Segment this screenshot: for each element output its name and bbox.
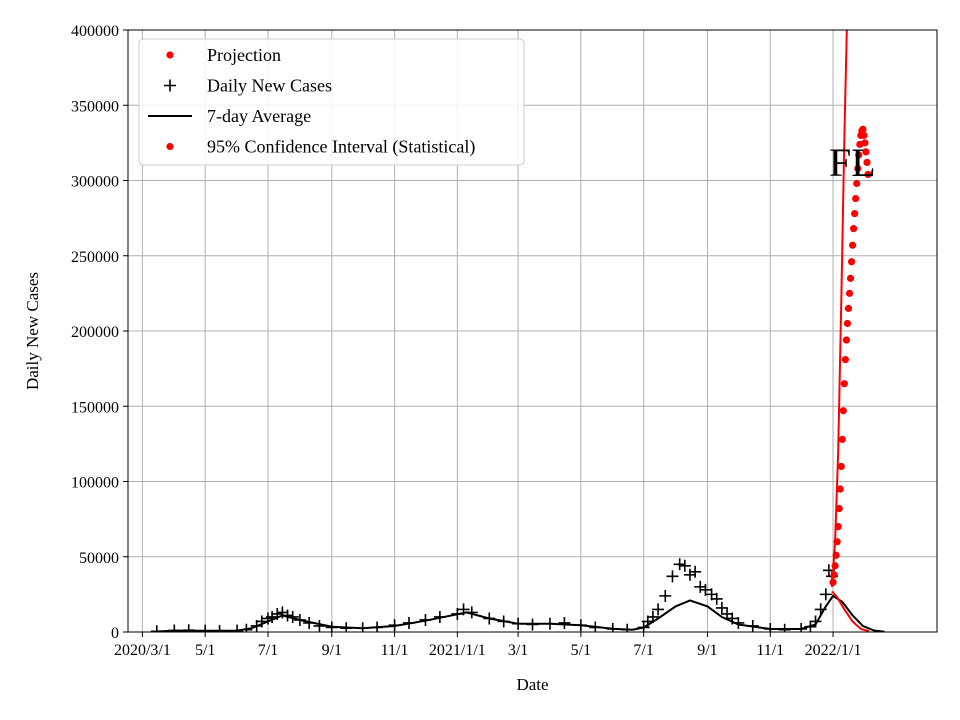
series-layer	[150, 30, 885, 632]
95-confidence-interval-statistical-marker	[834, 523, 842, 531]
95-confidence-interval-statistical-marker	[843, 319, 852, 328]
95-confidence-interval-statistical-marker	[852, 194, 860, 203]
daily-new-cases-marker	[694, 580, 707, 593]
legend-box	[138, 38, 525, 166]
x-tick-label: 2020/3/1	[114, 642, 171, 659]
legend: Projection Daily New Cases 7-day Average 95…	[138, 38, 525, 166]
x-tick-label: 7/1	[633, 642, 653, 659]
y-tick-label: 250000	[71, 249, 119, 266]
daily-new-cases-marker	[819, 588, 832, 601]
x-tick-label: 9/1	[697, 642, 717, 659]
daily-new-cases-marker	[710, 592, 723, 605]
95-confidence-interval-statistical-marker	[862, 148, 870, 156]
x-tick-label: 5/1	[571, 642, 591, 659]
daily-new-cases-marker	[678, 559, 691, 572]
95-confidence-interval-statistical-marker	[835, 504, 843, 513]
daily-new-cases-marker	[659, 589, 672, 602]
95-confidence-interval-statistical-marker	[844, 304, 853, 313]
7-day-average-line	[156, 594, 885, 632]
95-confidence-interval-statistical-marker	[831, 562, 839, 570]
x-tick-label: 11/1	[381, 642, 409, 659]
95-confidence-interval-statistical-marker	[836, 485, 844, 493]
daily-new-cases-marker	[715, 601, 728, 614]
y-tick-label: 200000	[71, 324, 119, 341]
daily-new-cases-marker	[558, 616, 571, 629]
x-axis-label: Date	[516, 675, 548, 694]
y-tick-label: 0	[111, 625, 119, 642]
daily-new-cases-marker	[673, 558, 686, 571]
daily-new-cases-marker	[699, 583, 712, 596]
daily-new-cases-marker	[652, 603, 665, 616]
daily-new-cases-marker	[313, 619, 326, 632]
daily-new-cases-marker	[689, 565, 702, 578]
legend-label: 95% Confidence Interval (Statistical)	[207, 137, 475, 158]
x-tick-label: 2021/1/1	[429, 642, 486, 659]
y-tick-label: 300000	[71, 174, 119, 191]
95-confidence-interval-statistical-marker	[847, 258, 856, 266]
95-confidence-interval-statistical-marker	[829, 578, 837, 586]
daily-new-cases-marker	[666, 570, 679, 583]
95-confidence-interval-statistical-marker	[864, 170, 872, 179]
legend-label: Projection	[207, 45, 281, 65]
95-confidence-interval-statistical-marker	[861, 139, 869, 147]
chart-annotation: FL	[829, 140, 876, 185]
x-tick-label: 7/1	[258, 642, 278, 659]
95-confidence-interval-statistical-marker	[838, 435, 846, 443]
y-tick-label: 350000	[71, 98, 119, 115]
x-tick-label: 2022/1/1	[805, 642, 862, 659]
legend-marker-dot	[166, 51, 174, 59]
95-confidence-interval-statistical-marker	[837, 462, 845, 471]
95-confidence-interval-statistical-marker	[832, 551, 840, 559]
y-tick-label: 50000	[79, 550, 119, 567]
daily-new-cases-marker	[266, 610, 279, 623]
x-tick-label: 9/1	[322, 642, 342, 659]
95-confidence-interval-statistical-marker	[839, 407, 847, 415]
95-confidence-interval-statistical-marker	[833, 538, 841, 546]
legend-label: 7-day Average	[207, 106, 311, 126]
95-confidence-interval-statistical-marker	[855, 151, 863, 159]
95-confidence-interval-statistical-marker	[863, 158, 871, 167]
95-confidence-interval-statistical-marker	[846, 274, 855, 282]
95-confidence-interval-statistical-marker	[851, 210, 859, 218]
95-confidence-interval-statistical-marker	[854, 164, 862, 173]
legend-marker-plus	[164, 79, 176, 92]
95-confidence-interval-statistical-marker	[859, 125, 867, 133]
y-tick-label: 400000	[71, 23, 119, 40]
y-axis-label: Daily New Cases	[23, 272, 42, 390]
y-tick-label: 150000	[71, 399, 119, 416]
x-tick-label: 3/1	[508, 642, 528, 659]
lower-confidence-bound-line	[831, 590, 870, 632]
legend-label: Daily New Cases	[207, 76, 332, 96]
y-tick-label: 100000	[71, 475, 119, 492]
95-confidence-interval-statistical-marker	[840, 380, 848, 388]
legend-marker-dot	[166, 142, 174, 151]
95-confidence-interval-statistical-marker	[860, 131, 868, 139]
95-confidence-interval-statistical-marker	[845, 289, 854, 297]
x-tick-label: 11/1	[756, 642, 784, 659]
x-tick-label: 5/1	[195, 642, 215, 659]
95-confidence-interval-statistical-marker	[850, 225, 858, 233]
95-confidence-interval-statistical-marker	[853, 179, 861, 188]
plot-content	[150, 30, 885, 632]
95-confidence-interval-statistical-marker	[849, 241, 857, 249]
daily-new-cases-marker	[683, 568, 696, 581]
projection-line	[831, 30, 848, 587]
95-confidence-interval-statistical-marker	[842, 336, 851, 344]
95-confidence-interval-statistical-marker	[830, 571, 838, 579]
axis-ticks: 2020/3/1 5/1 7/1 9/1 11/1 2021/1/1 3/1 5/1 7/1 9/…	[71, 23, 861, 659]
95-confidence-interval-statistical-marker	[841, 355, 849, 364]
